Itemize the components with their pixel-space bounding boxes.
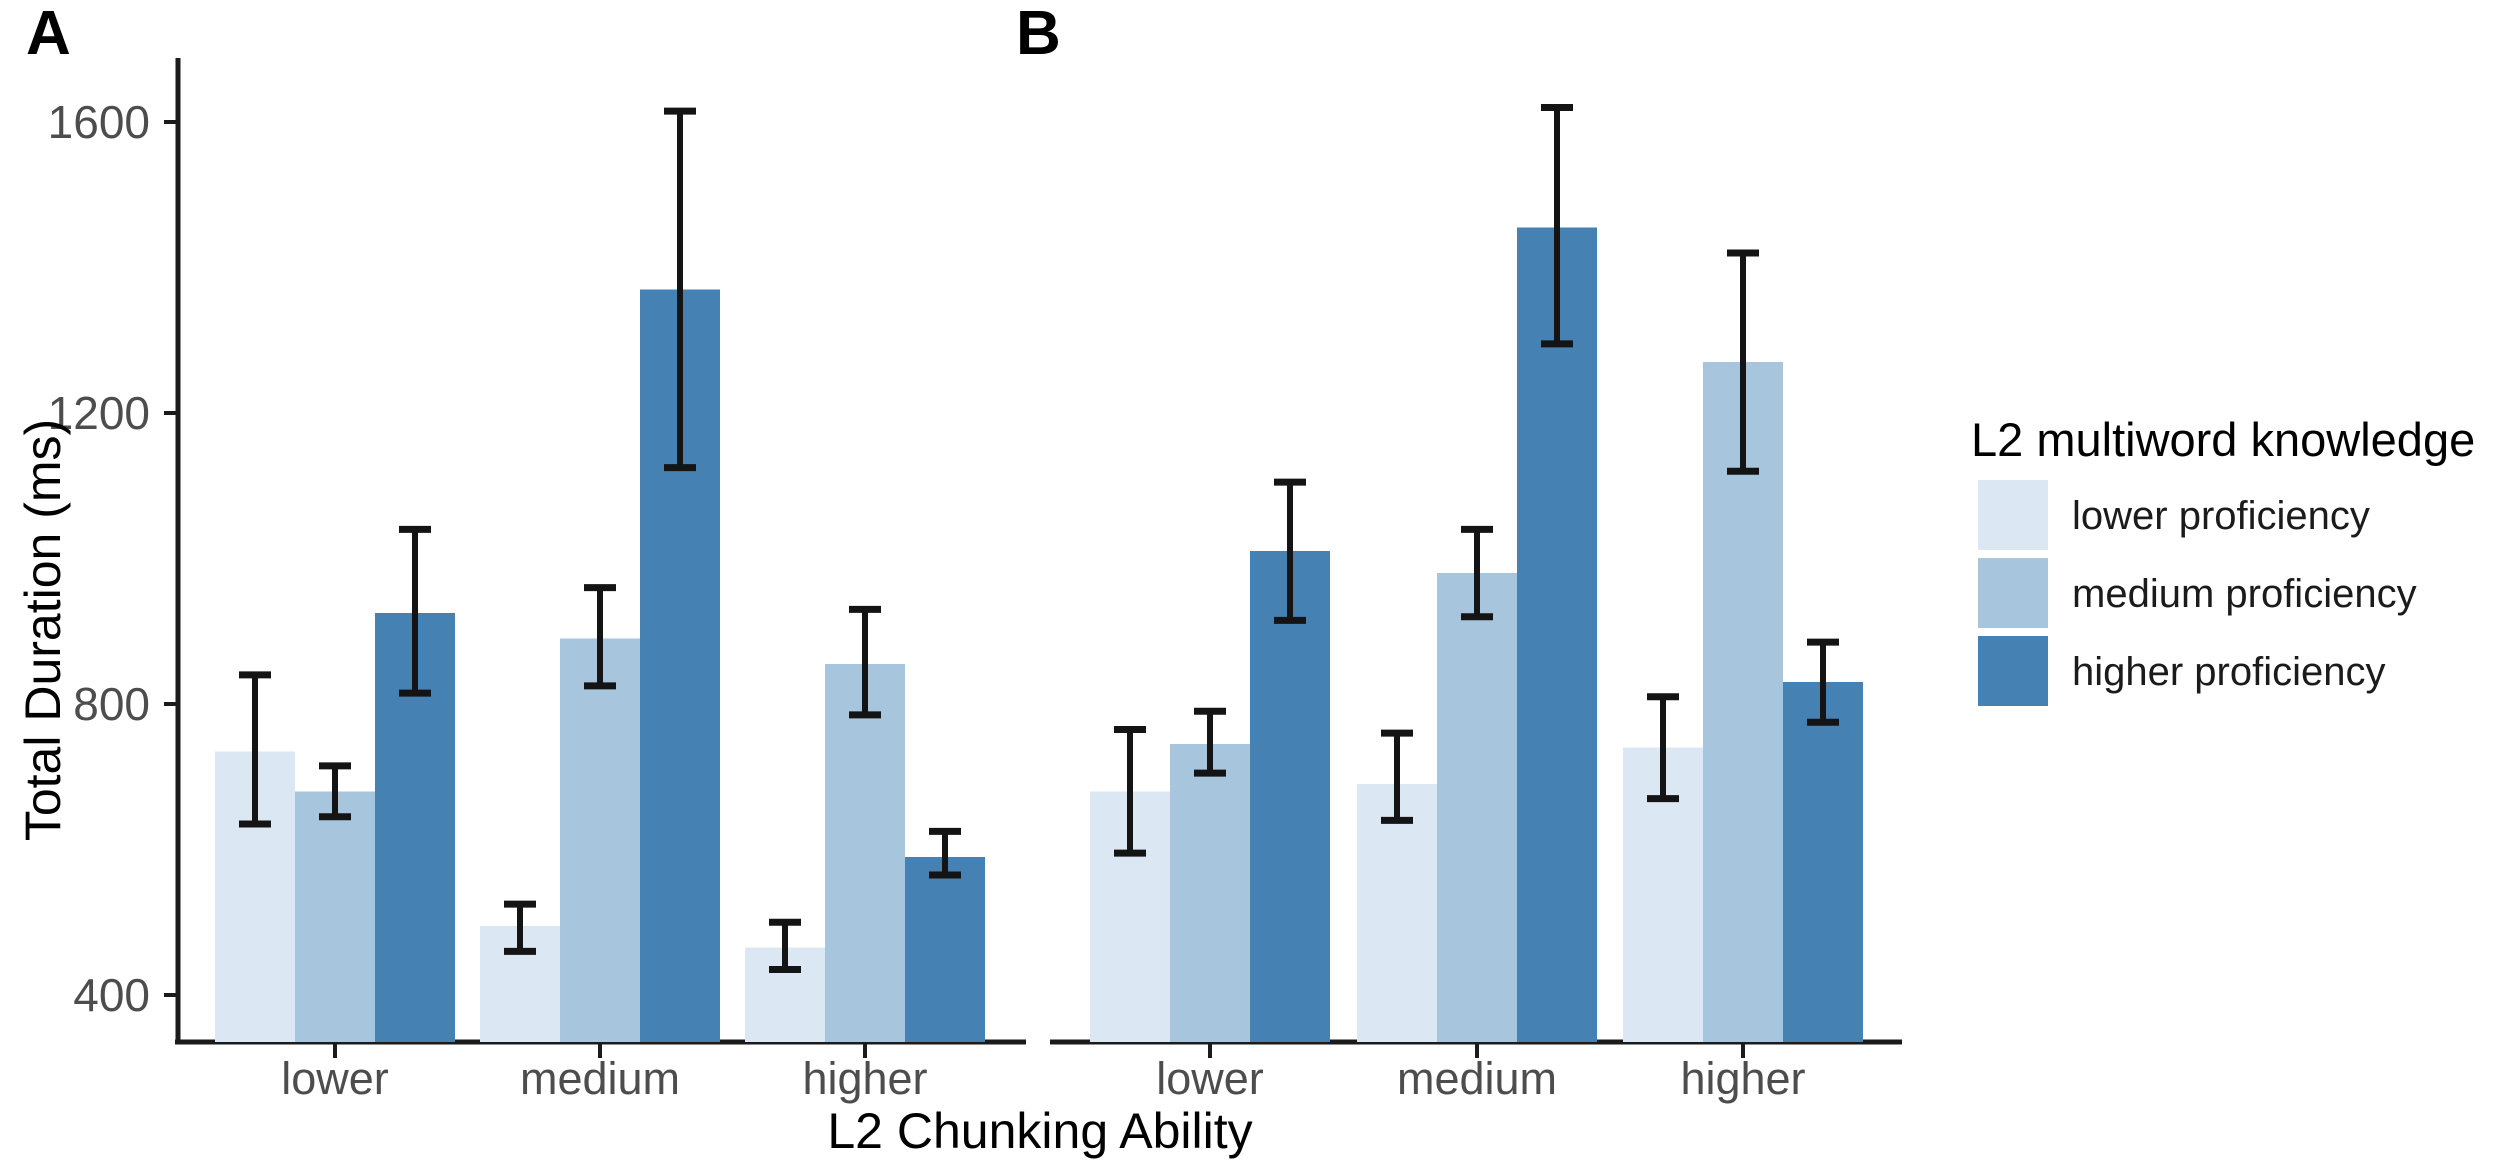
legend-swatch-medium bbox=[1978, 558, 2048, 628]
bar-B-medium-medium bbox=[1437, 573, 1517, 1042]
x-tick-label: medium bbox=[1397, 1053, 1557, 1104]
legend-swatch-lower bbox=[1978, 480, 2048, 550]
x-tick-label: lower bbox=[1156, 1053, 1264, 1104]
legend-label-lower: lower proficiency bbox=[2072, 494, 2370, 538]
bar-A-medium-medium bbox=[560, 638, 640, 1042]
x-axis-title: L2 Chunking Ability bbox=[827, 1103, 1252, 1159]
legend-label-higher: higher proficiency bbox=[2072, 650, 2386, 694]
bar-B-lower-medium bbox=[1170, 744, 1250, 1042]
bar-B-lower-higher bbox=[1250, 551, 1330, 1042]
y-tick-label: 800 bbox=[73, 678, 150, 730]
y-tick-label: 1600 bbox=[48, 96, 150, 148]
x-tick-label: higher bbox=[802, 1053, 927, 1104]
bar-B-higher-medium bbox=[1703, 362, 1783, 1042]
panel-label-B: B bbox=[1016, 0, 1061, 68]
legend-label-medium: medium proficiency bbox=[2072, 572, 2417, 616]
x-tick-label: lower bbox=[281, 1053, 389, 1104]
x-tick-label: higher bbox=[1680, 1053, 1805, 1104]
bar-A-higher-medium bbox=[825, 663, 905, 1042]
bar-A-lower-medium bbox=[295, 791, 375, 1042]
panel-label-A: A bbox=[26, 0, 71, 68]
bar-B-medium-lower bbox=[1357, 784, 1437, 1042]
bar-B-medium-higher bbox=[1517, 227, 1597, 1043]
y-tick-label: 1200 bbox=[48, 387, 150, 439]
y-tick-label: 400 bbox=[73, 969, 150, 1021]
x-tick-label: medium bbox=[520, 1053, 680, 1104]
y-axis-title: Total Duration (ms) bbox=[15, 419, 71, 841]
legend-title: L2 multiword knowledge bbox=[1971, 413, 2475, 466]
legend-swatch-higher bbox=[1978, 636, 2048, 706]
bar-B-higher-higher bbox=[1783, 682, 1863, 1042]
bar-A-higher-higher bbox=[905, 856, 985, 1042]
